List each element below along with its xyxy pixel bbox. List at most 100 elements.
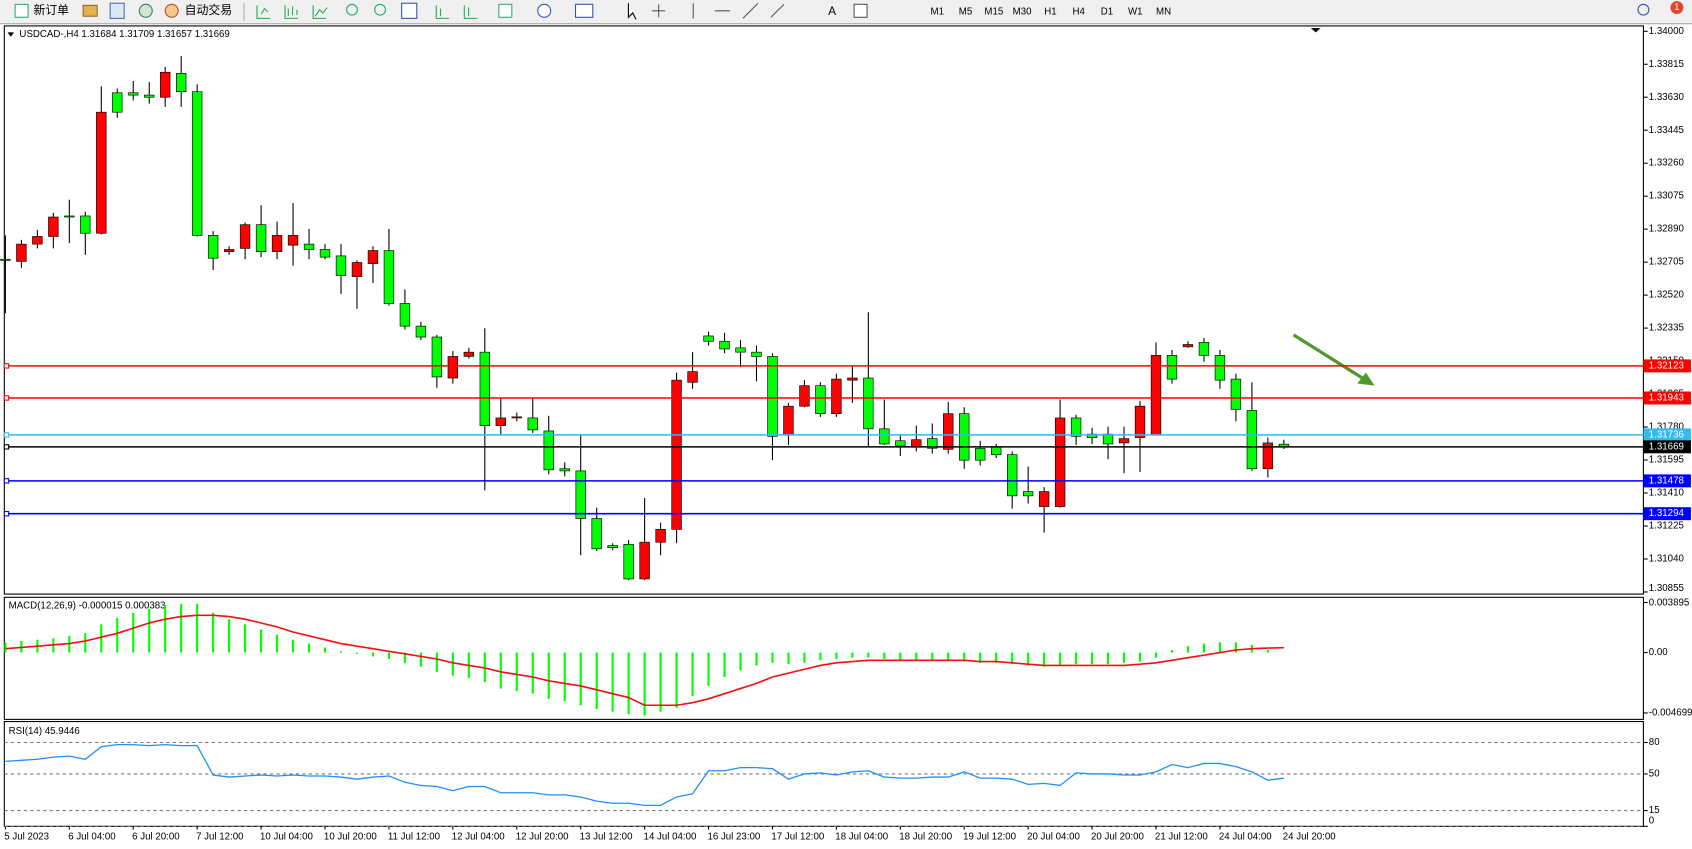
line-handle — [3, 432, 10, 438]
y-tick-label: 1.32705 — [1649, 257, 1684, 268]
icon[interactable] — [82, 4, 98, 17]
candle-body — [223, 249, 235, 252]
candle-body — [351, 262, 363, 277]
scroll-icon[interactable] — [435, 5, 450, 19]
candles-icon[interactable] — [284, 5, 299, 19]
toolbar: 新订单 自动交易 A 1 M1 M5 M15 M30 H1 H4 D1 W1 MN — [0, 0, 1692, 25]
indicators-icon[interactable] — [498, 3, 513, 18]
price-label: 1.31294 — [1649, 508, 1685, 519]
y-tick-label: 0.00 — [1649, 647, 1668, 658]
candle-body — [415, 325, 427, 338]
x-tick-label: 24 Jul 20:00 — [1283, 832, 1336, 843]
candle-body — [303, 243, 315, 250]
price-label: 1.32123 — [1649, 360, 1684, 371]
zoom-out[interactable] — [374, 3, 387, 16]
candle-body — [144, 94, 155, 98]
search-icon[interactable] — [1637, 3, 1650, 16]
candle-body — [783, 405, 794, 436]
y-tick-label: 1.31040 — [1649, 554, 1685, 565]
chart-bars-icon[interactable] — [256, 5, 270, 19]
crosshair-icon[interactable] — [652, 4, 666, 18]
price-label-bg — [1643, 474, 1691, 488]
x-tick-label: 6 Jul 04:00 — [68, 832, 116, 843]
candle-body — [367, 250, 379, 264]
notification-badge[interactable] — [1670, 1, 1684, 15]
toolbar-bg — [0, 0, 1692, 24]
line-handle — [3, 510, 10, 517]
candle-body — [735, 347, 746, 353]
x-tick-label: 18 Jul 04:00 — [835, 832, 888, 843]
candle-body — [1038, 491, 1050, 507]
x-tick-label: 10 Jul 20:00 — [324, 832, 377, 843]
y-tick-label: 0.003895 — [1649, 597, 1689, 608]
y-tick-label: 1.33630 — [1649, 92, 1685, 103]
price-label-bg — [1643, 391, 1691, 405]
x-tick-label: 13 Jul 12:00 — [580, 832, 633, 843]
periods-icon[interactable] — [537, 3, 552, 18]
candle-body — [463, 351, 475, 357]
label-tool[interactable] — [853, 3, 868, 18]
timeframe-button[interactable]: H4 — [1072, 6, 1085, 17]
menu-arrow — [7, 32, 15, 37]
timeframe-button[interactable]: M1 — [930, 6, 943, 17]
timeframe-button[interactable]: W1 — [1128, 6, 1143, 17]
zoom-in[interactable] — [346, 3, 358, 16]
candle-body — [1166, 355, 1178, 380]
x-tick-label: 20 Jul 20:00 — [1091, 832, 1144, 843]
candle-body — [703, 335, 714, 342]
candle-body — [943, 413, 954, 450]
cursor-icon[interactable] — [627, 3, 637, 20]
y-tick-label: 1.32520 — [1649, 290, 1685, 301]
candle-body — [271, 235, 283, 252]
templates-icon[interactable] — [574, 3, 594, 18]
timeframe-button[interactable]: M15 — [984, 6, 1003, 17]
x-tick-label: 11 Jul 12:00 — [388, 832, 441, 843]
new-order-button[interactable]: 新订单 — [33, 3, 69, 17]
icon[interactable] — [109, 2, 125, 19]
auto-trade-icon[interactable] — [164, 3, 179, 18]
auto-trade-button[interactable]: 自动交易 — [185, 3, 232, 17]
x-tick-label: 12 Jul 04:00 — [452, 832, 505, 843]
candle-body — [927, 438, 938, 449]
candle-body — [16, 243, 27, 262]
price-label-bg — [1643, 359, 1691, 373]
candle-body — [767, 356, 778, 437]
icon[interactable] — [138, 3, 153, 18]
rsi-title: RSI(14) 45.9446 — [9, 726, 80, 737]
y-tick-label: 1.33445 — [1649, 125, 1684, 136]
new-order-icon[interactable] — [14, 3, 29, 18]
main-title: USDCAD-,H4 1.31684 1.31709 1.31657 1.316… — [19, 29, 229, 40]
timeframe-button[interactable]: MN — [1156, 6, 1171, 17]
annotation-arrow-head — [1357, 372, 1375, 386]
candle-body — [479, 351, 490, 426]
text-tool[interactable]: A — [828, 4, 836, 18]
candle-body — [239, 224, 251, 249]
timeframe-button[interactable]: M30 — [1013, 6, 1032, 17]
price-label-bg — [1643, 440, 1691, 454]
candle-body — [1006, 454, 1018, 497]
candle-body — [559, 468, 570, 472]
shift-icon[interactable] — [463, 5, 478, 19]
candle-body — [1182, 344, 1194, 348]
timeframe-button[interactable]: H1 — [1044, 6, 1056, 17]
y-tick-label: 1.32890 — [1649, 224, 1685, 235]
main-panel — [3, 25, 1644, 595]
line-icon[interactable] — [312, 5, 328, 19]
price-label: 1.31478 — [1649, 475, 1684, 486]
timeframe-button[interactable]: D1 — [1101, 6, 1113, 17]
y-tick-label: 1.33815 — [1649, 59, 1684, 70]
candle-body — [975, 447, 986, 461]
tile-icon[interactable] — [401, 2, 418, 19]
y-tick-label: 15 — [1649, 805, 1660, 816]
candle-body — [335, 255, 347, 276]
draw-tools[interactable] — [692, 2, 785, 19]
x-tick-label: 6 Jul 20:00 — [132, 832, 180, 843]
x-tick-label: 10 Jul 04:00 — [260, 832, 313, 843]
y-tick-label: 1.33075 — [1649, 191, 1684, 202]
candle-body — [607, 545, 618, 549]
candle-body — [191, 91, 203, 236]
timeframe-button[interactable]: M5 — [959, 6, 972, 17]
candle-body — [751, 351, 762, 357]
candle-body — [495, 417, 506, 426]
candle-body — [431, 336, 443, 378]
